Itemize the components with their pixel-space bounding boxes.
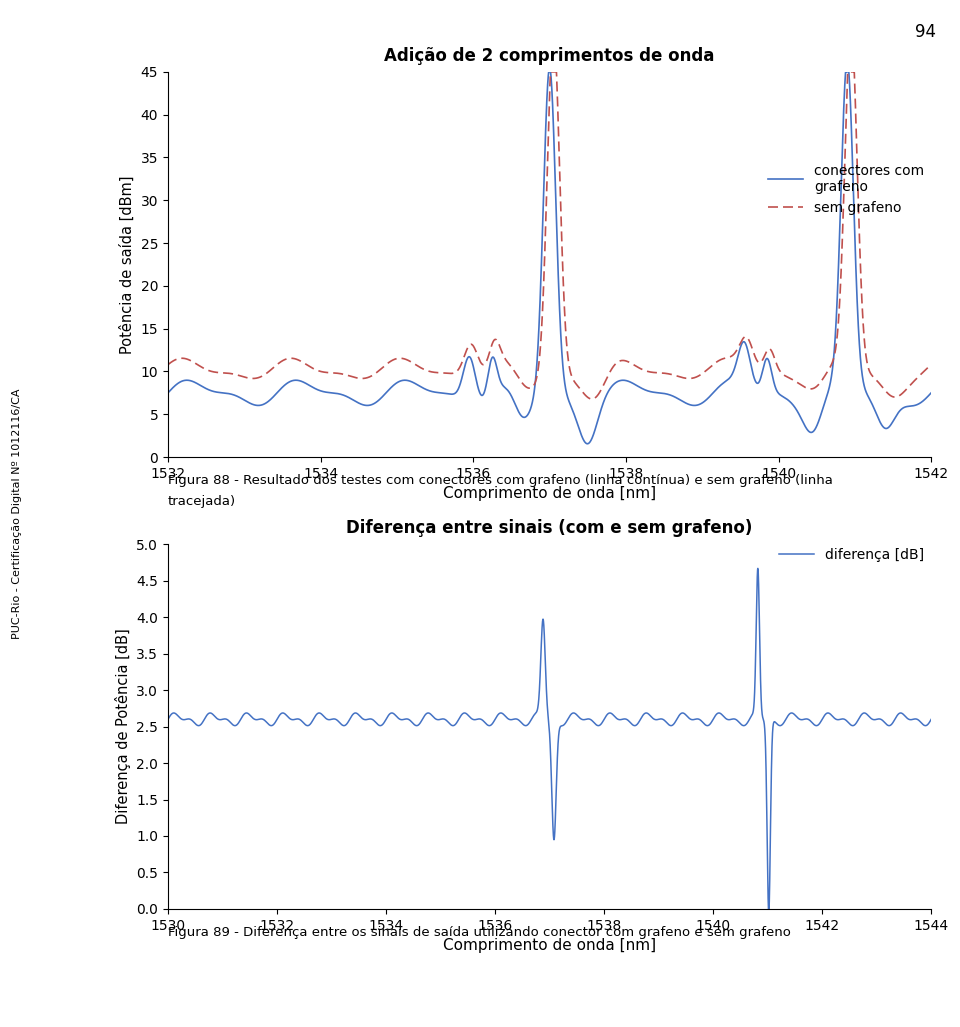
conectores com
grafeno: [614, 375, 626, 387]
Text: PUC-Rio - Certificação Digital Nº 1012116/CA: PUC-Rio - Certificação Digital Nº 101211…: [12, 388, 22, 639]
sem grafeno: [439, 367, 450, 379]
diferença [dB]: [162, 713, 174, 725]
Text: Figura 88 - Resultado dos testes com conectores com grafeno (linha contínua) e s: Figura 88 - Resultado dos testes com con…: [168, 474, 833, 488]
diferença [dB]: [640, 707, 652, 719]
Text: tracejada): tracejada): [168, 495, 236, 508]
sem grafeno: [925, 358, 937, 371]
Legend: diferença [dB]: diferença [dB]: [780, 547, 924, 562]
sem grafeno: [544, 66, 556, 78]
sem grafeno: [587, 393, 598, 406]
diferença [dB]: [925, 713, 937, 725]
Text: Figura 89 - Diferença entre os sinais de saída utilizando conector com grafeno e: Figura 89 - Diferença entre os sinais de…: [168, 926, 791, 940]
Text: 94: 94: [915, 23, 936, 41]
conectores com
grafeno: [769, 379, 780, 391]
X-axis label: Comprimento de onda [nm]: Comprimento de onda [nm]: [443, 487, 657, 501]
conectores com
grafeno: [729, 364, 740, 376]
sem grafeno: [769, 352, 780, 365]
diferença [dB]: [205, 708, 217, 720]
Line: diferença [dB]: diferença [dB]: [168, 568, 931, 909]
Y-axis label: Diferença de Potência [dB]: Diferença de Potência [dB]: [115, 629, 131, 825]
conectores com
grafeno: [162, 386, 174, 398]
diferença [dB]: [765, 823, 777, 835]
conectores com
grafeno: [925, 387, 937, 400]
X-axis label: Comprimento de onda [nm]: Comprimento de onda [nm]: [443, 939, 657, 953]
diferença [dB]: [913, 714, 924, 726]
conectores com
grafeno: [647, 386, 659, 398]
sem grafeno: [162, 358, 174, 371]
sem grafeno: [729, 348, 740, 360]
conectores com
grafeno: [543, 66, 555, 78]
sem grafeno: [614, 355, 626, 368]
diferença [dB]: [752, 562, 763, 574]
sem grafeno: [647, 367, 659, 379]
diferença [dB]: [367, 713, 378, 725]
diferença [dB]: [762, 903, 774, 915]
Line: conectores com
grafeno: conectores com grafeno: [168, 72, 931, 444]
Title: Adição de 2 comprimentos de onda: Adição de 2 comprimentos de onda: [384, 47, 715, 65]
Title: Diferença entre sinais (com e sem grafeno): Diferença entre sinais (com e sem grafen…: [347, 520, 753, 537]
conectores com
grafeno: [201, 382, 212, 394]
Line: sem grafeno: sem grafeno: [168, 72, 931, 400]
Legend: conectores com
grafeno, sem grafeno: conectores com grafeno, sem grafeno: [768, 163, 924, 215]
conectores com
grafeno: [439, 387, 450, 400]
Y-axis label: Potência de saída [dBm]: Potência de saída [dBm]: [120, 176, 135, 353]
conectores com
grafeno: [582, 438, 593, 450]
diferença [dB]: [629, 720, 640, 732]
sem grafeno: [201, 364, 212, 376]
